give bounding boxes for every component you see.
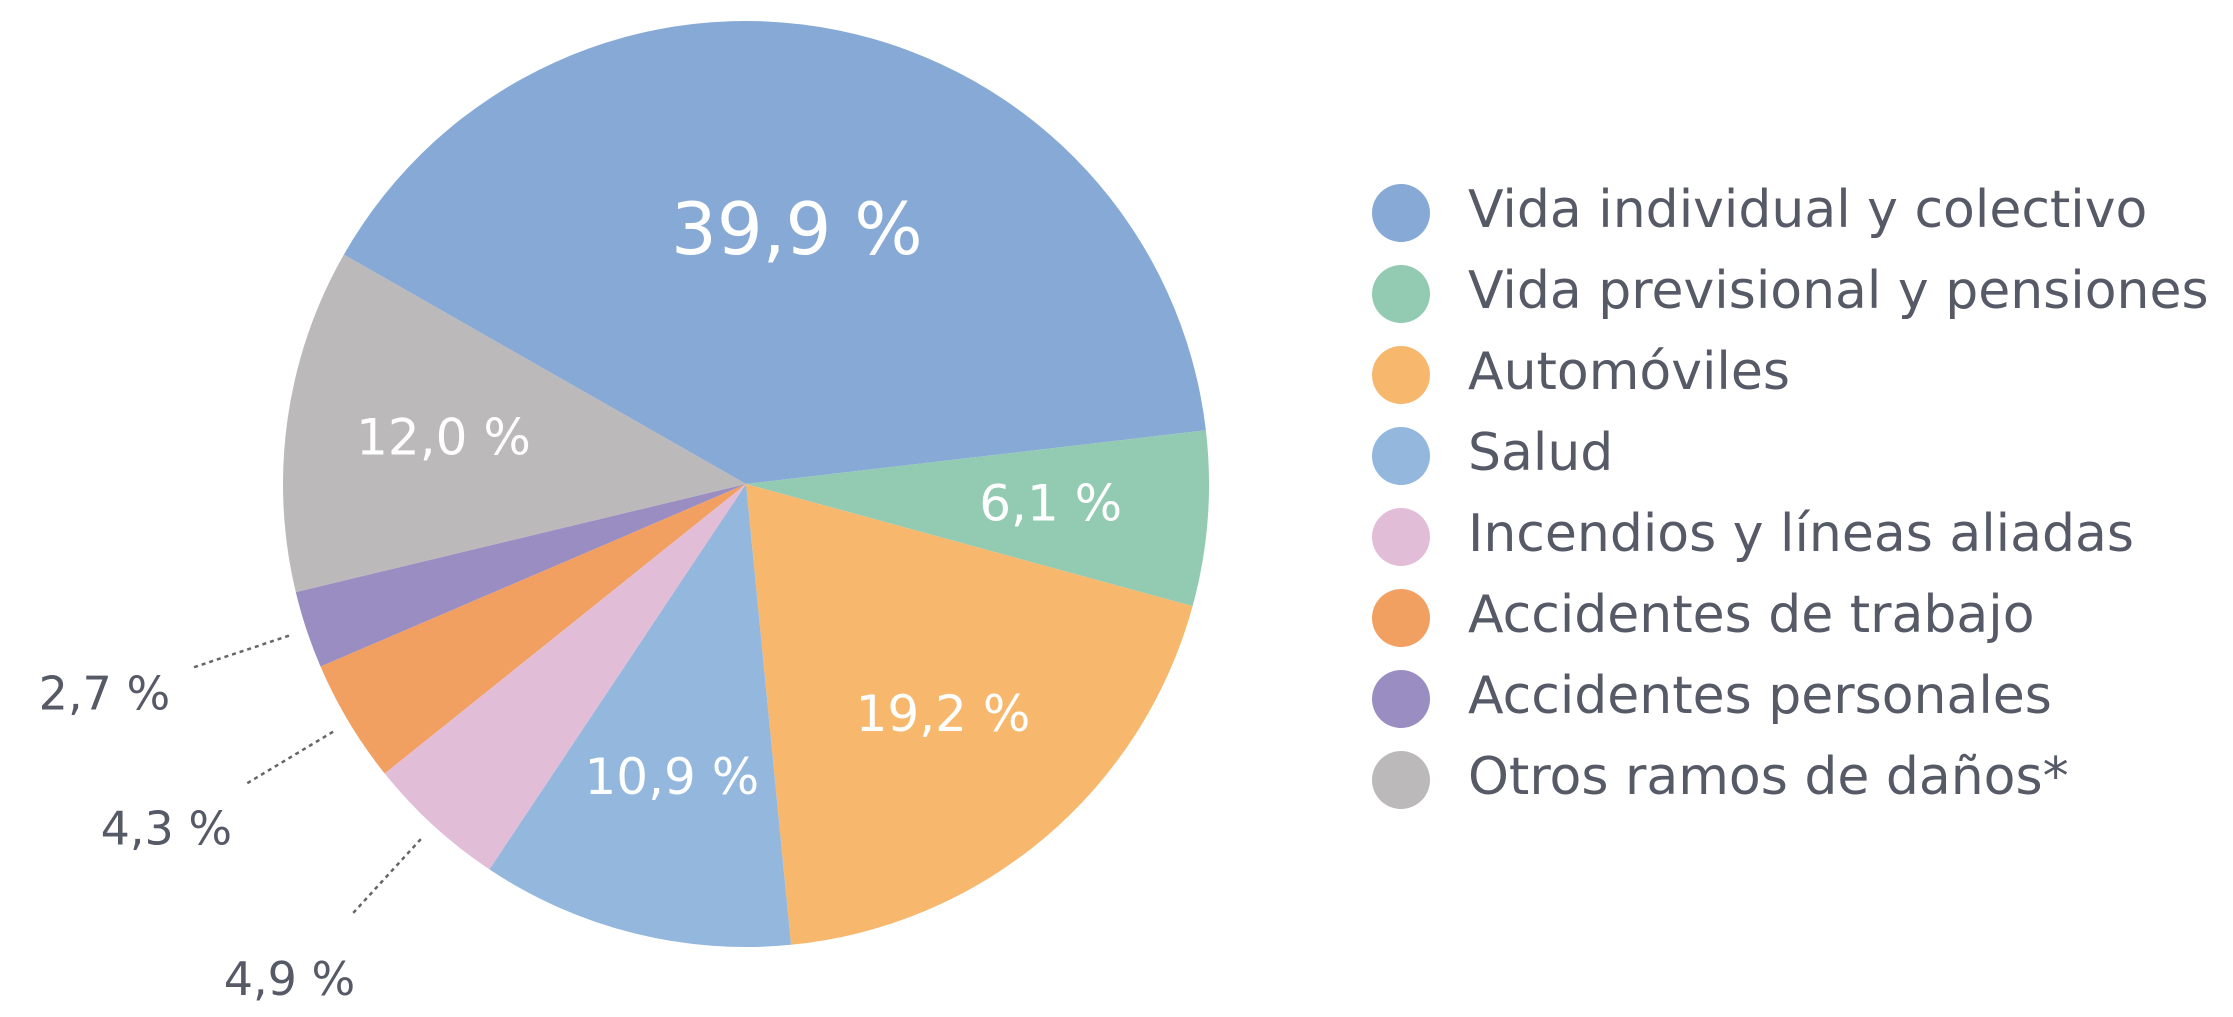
slice-label: 12,0 % <box>356 408 531 466</box>
slice-label: 10,9 % <box>584 748 759 806</box>
pie-slice <box>283 254 746 593</box>
legend-label: Automóviles <box>1468 342 1790 402</box>
legend-label: Accidentes personales <box>1468 666 2052 726</box>
legend-label: Otros ramos de daños* <box>1468 747 2069 807</box>
legend-swatch <box>1372 346 1430 404</box>
legend-swatch <box>1372 508 1430 566</box>
legend-swatch <box>1372 265 1430 323</box>
slice-label: 39,9 % <box>671 187 923 271</box>
pie-slice <box>343 20 1206 484</box>
pie-slice <box>489 484 792 948</box>
leader-line <box>245 730 334 786</box>
pie-slice <box>320 484 746 774</box>
legend-swatch <box>1372 670 1430 728</box>
legend-label: Incendios y líneas aliadas <box>1468 504 2134 564</box>
legend-label: Salud <box>1468 423 1613 483</box>
legend-swatch <box>1372 751 1430 809</box>
legend-label: Accidentes de trabajo <box>1468 585 2035 645</box>
pie-slice <box>295 484 746 667</box>
pie-slice <box>746 484 1193 945</box>
legend-swatch <box>1372 427 1430 485</box>
leader-line <box>351 838 422 916</box>
legend-label: Vida previsional y pensiones <box>1468 261 2209 321</box>
legend-swatch <box>1372 184 1430 242</box>
legend-label: Vida individual y colectivo <box>1468 180 2147 240</box>
slice-label: 4,3 % <box>101 801 233 855</box>
pie-slice <box>746 430 1209 607</box>
slice-label: 2,7 % <box>39 666 171 720</box>
slice-label: 19,2 % <box>856 685 1031 743</box>
slice-label: 4,9 % <box>224 952 356 1006</box>
leader-line <box>191 634 290 669</box>
legend-swatch <box>1372 589 1430 647</box>
slice-label: 6,1 % <box>979 475 1122 533</box>
pie-slice <box>384 484 746 870</box>
